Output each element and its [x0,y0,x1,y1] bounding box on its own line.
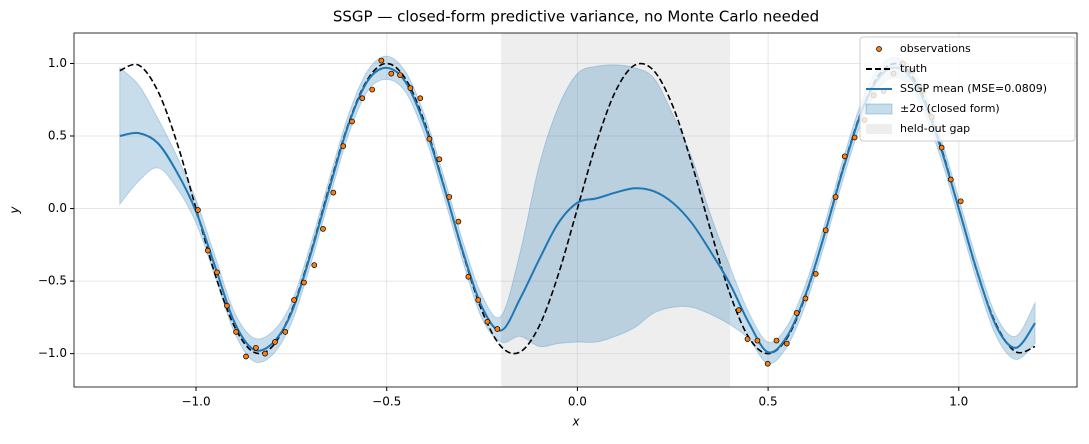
y-tick-label: −0.5 [38,274,67,288]
observation-point [947,176,954,183]
observation-point [262,350,268,357]
x-tick-label: 0.0 [568,395,587,409]
observation-point [224,302,230,309]
observation-point [214,269,220,276]
observation-point [446,194,453,200]
legend-label: truth [900,62,927,75]
observation-point [812,270,819,277]
x-tick-label: −1.0 [181,395,210,409]
observation-point [938,144,945,151]
y-tick-label: 0.5 [48,129,67,143]
axes-frame [73,32,1078,388]
observation-point [832,194,839,200]
x-tick-label: −0.5 [372,395,401,409]
observation-point [465,273,472,280]
observation-point [475,297,482,303]
legend-label: observations [900,42,971,55]
observation-point [802,295,809,302]
observation-point [359,95,366,102]
observation-point [793,310,800,316]
observation-point [253,344,259,351]
y-tick-label: 0.0 [48,201,67,215]
y-tick-label: −1.0 [38,346,67,360]
observation-point [494,326,501,332]
observation-point [957,198,964,205]
observation-point [311,262,318,268]
observation-point [282,329,289,335]
observation-point [841,153,848,160]
confidence-band [119,55,1036,365]
observation-point [320,226,326,232]
legend-label: ±2σ (closed form) [900,102,1000,115]
observation-point [388,70,395,77]
observation-point [744,336,751,342]
legend-marker [866,124,892,134]
y-axis-label: y [8,206,22,215]
observation-point [330,189,337,196]
legend-marker [876,46,882,52]
observation-point [773,337,780,344]
observation-point [233,329,239,335]
observation-point [735,307,742,313]
observation-point [426,136,433,142]
observation-point [455,218,462,225]
observation-point [436,156,443,163]
observation-point [243,353,249,360]
observation-point [397,72,403,78]
observation-point [783,340,790,347]
legend-marker [865,103,893,115]
observation-point [378,57,385,64]
chart-title: SSGP — closed-form predictive variance, … [333,8,819,26]
line [119,62,1036,355]
x-tick-label: 1.0 [949,395,968,409]
observation-point [851,134,858,141]
observation-point [764,360,771,367]
observation-point [407,85,414,91]
held-out-gap [501,33,730,387]
y-tick-label: 1.0 [48,56,67,70]
observation-point [272,339,278,345]
observation-point [340,143,347,150]
observation-point [417,95,424,102]
observation-point [754,337,761,344]
observation-point [301,279,307,286]
x-tick-label: 0.5 [759,395,778,409]
observation-point [822,227,829,234]
legend-label: SSGP mean (MSE=0.0809) [900,82,1047,95]
x-axis-label: x [571,415,580,429]
legend-label: held-out gap [900,122,970,135]
observation-point [291,297,297,303]
legend-box [859,36,1076,142]
observation-point [349,118,355,125]
observation-point [205,247,211,254]
observation-point [484,318,491,325]
observation-point [369,86,376,93]
observation-point [195,207,201,213]
legend: observations truth SSGP mean (MSE=0.0809) ±… [859,36,1076,142]
